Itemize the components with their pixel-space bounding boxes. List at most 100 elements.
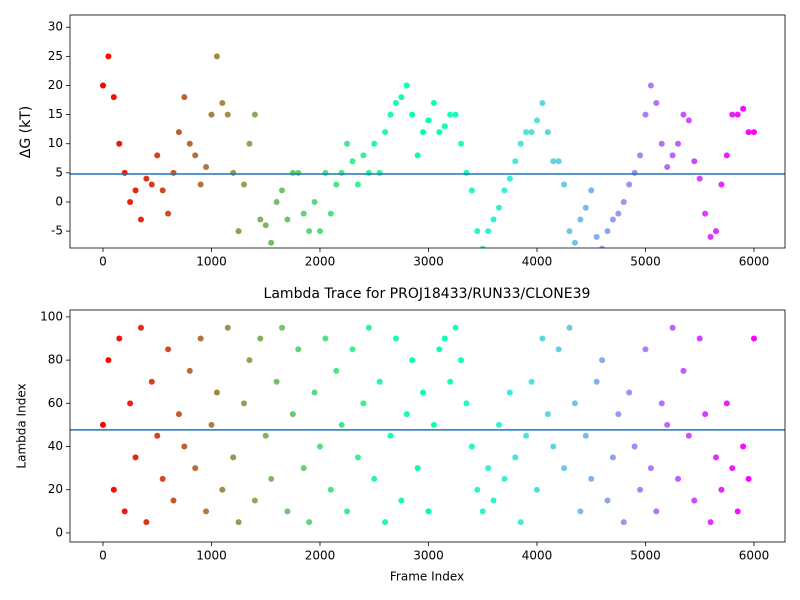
point: [148, 181, 155, 188]
point: [588, 187, 595, 194]
point: [555, 158, 562, 165]
point: [116, 140, 123, 147]
x-axis-label: Frame Index: [390, 570, 464, 584]
point: [447, 111, 454, 118]
point: [322, 169, 329, 176]
point: [376, 169, 383, 176]
x-tick-label: 5000: [630, 549, 661, 563]
point: [197, 335, 204, 342]
point: [637, 486, 644, 493]
point: [615, 411, 622, 418]
point: [235, 519, 242, 526]
point: [327, 486, 334, 493]
point: [127, 198, 134, 205]
point: [99, 421, 106, 428]
point: [604, 497, 611, 504]
plot-area: [70, 324, 785, 526]
point: [669, 324, 676, 331]
point: [685, 432, 692, 439]
point: [468, 187, 475, 194]
point: [273, 378, 280, 385]
point: [647, 82, 654, 89]
point: [110, 94, 117, 101]
point: [213, 53, 220, 60]
point: [653, 508, 660, 515]
point: [533, 486, 540, 493]
point: [707, 519, 714, 526]
y-tick-label: 5: [55, 165, 63, 179]
point: [99, 82, 106, 89]
chart-title: Lambda Trace for PROJ18433/RUN33/CLONE39: [264, 286, 591, 302]
point: [241, 181, 248, 188]
x-tick-label: 4000: [522, 549, 553, 563]
point: [696, 175, 703, 182]
point: [284, 216, 291, 223]
point: [414, 152, 421, 159]
point: [241, 400, 248, 407]
point: [680, 367, 687, 374]
point: [740, 105, 747, 112]
point: [707, 233, 714, 240]
point: [257, 335, 264, 342]
point: [398, 94, 405, 101]
point: [251, 497, 258, 504]
point: [577, 508, 584, 515]
point: [479, 508, 486, 515]
point: [441, 123, 448, 130]
x-tick-label: 6000: [739, 549, 770, 563]
point: [550, 443, 557, 450]
point: [691, 497, 698, 504]
point: [664, 421, 671, 428]
point: [702, 210, 709, 217]
y-tick-label: 30: [48, 20, 63, 34]
point: [137, 216, 144, 223]
y-tick-label: 40: [48, 439, 63, 453]
point: [517, 519, 524, 526]
point: [175, 129, 182, 136]
point: [642, 111, 649, 118]
point: [262, 432, 269, 439]
point: [750, 335, 757, 342]
point: [219, 99, 226, 106]
x-tick-label: 1000: [196, 549, 227, 563]
point: [224, 111, 231, 118]
point: [246, 357, 253, 364]
point: [430, 421, 437, 428]
point: [485, 465, 492, 472]
point: [170, 169, 177, 176]
point: [745, 129, 752, 136]
point: [561, 181, 568, 188]
x-tick-label: 2000: [305, 549, 336, 563]
point: [344, 508, 351, 515]
point: [506, 389, 513, 396]
point: [289, 169, 296, 176]
point: [349, 346, 356, 353]
point: [279, 187, 286, 194]
point: [539, 99, 546, 106]
point: [555, 346, 562, 353]
point: [116, 335, 123, 342]
point: [615, 210, 622, 217]
x-tick-label: 6000: [739, 255, 770, 269]
point: [593, 378, 600, 385]
point: [550, 158, 557, 165]
point: [186, 367, 193, 374]
point: [647, 465, 654, 472]
axes-frame: [69, 309, 786, 543]
point: [506, 175, 513, 182]
point: [360, 400, 367, 407]
point: [208, 111, 215, 118]
point: [734, 508, 741, 515]
point: [528, 129, 535, 136]
point: [653, 99, 660, 106]
point: [490, 497, 497, 504]
point: [300, 465, 307, 472]
point: [718, 486, 725, 493]
point: [723, 400, 730, 407]
point: [159, 187, 166, 194]
point: [203, 164, 210, 171]
y-tick-label: 0: [55, 525, 63, 539]
point: [658, 400, 665, 407]
point: [360, 152, 367, 159]
point: [496, 421, 502, 428]
